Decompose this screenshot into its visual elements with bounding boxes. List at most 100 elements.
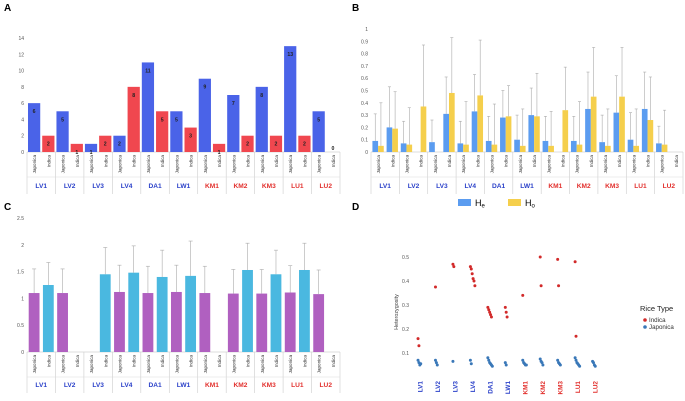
bar-ho (505, 116, 512, 152)
group-label-lu2: LU2 (320, 382, 333, 389)
category-label: Japonica (117, 355, 122, 374)
group-label-lv3: LV3 (436, 183, 448, 190)
category-label: Indica (390, 155, 395, 168)
category-label: Japonica (89, 155, 94, 174)
x-tick-label-km1: KM1 (522, 381, 529, 395)
point-japonica (416, 358, 420, 362)
point-indica (471, 277, 475, 281)
data-label: 2 (104, 142, 107, 148)
bar-he (372, 140, 379, 152)
bar-japonica (227, 95, 240, 152)
bar-he (514, 139, 520, 152)
y-tick-label: 0.3 (361, 113, 368, 119)
point-indica (504, 310, 508, 314)
category-label: Japonica (660, 155, 665, 174)
group-label-lu2: LU2 (320, 183, 333, 190)
data-label: 8 (260, 93, 263, 99)
bar-he (585, 108, 591, 152)
point-japonica (591, 361, 595, 365)
y-tick-label: 8 (21, 85, 24, 91)
point-indica (433, 285, 437, 289)
y-tick-label: 1.5 (17, 270, 24, 276)
bar-indica (184, 127, 197, 152)
group-label-lv3: LV3 (92, 183, 104, 190)
group-label-km2: KM2 (577, 183, 591, 190)
bar-he (457, 143, 464, 152)
legend-label-japonica: Japonica (649, 324, 674, 331)
point-indica (417, 344, 421, 348)
y-tick-label: 0.5 (402, 255, 409, 261)
bar-indica (269, 135, 283, 152)
data-label: 5 (161, 117, 164, 123)
bar-ho (378, 145, 384, 152)
bar-he (400, 143, 407, 152)
bar-he (627, 139, 634, 152)
bar-he (656, 143, 662, 152)
bar-ho (605, 145, 611, 152)
point-indica (487, 308, 491, 312)
point-japonica (434, 361, 438, 365)
legend-b: He Ho (458, 198, 536, 210)
y-tick-label: 0.4 (361, 101, 368, 107)
point-japonica (521, 358, 525, 362)
point-japonica (486, 356, 490, 360)
y-tick-label: 4 (21, 117, 24, 123)
group-label-lu2: LU2 (663, 183, 676, 190)
group-label-km2: KM2 (233, 382, 247, 389)
point-indica (573, 260, 577, 264)
point-indica (489, 313, 493, 317)
bar-he (386, 127, 393, 152)
panel-b: 0 0.1 0.2 0.3 0.4 0.5 0.6 0.7 0.8 0.9 1 Japonica Ind… (361, 27, 684, 194)
category-label: Indica (475, 155, 480, 168)
category-label: Indica (274, 355, 279, 368)
legend-swatch-indica (643, 318, 647, 322)
point-japonica (490, 364, 494, 368)
category-label: Indica (674, 155, 679, 168)
point-japonica (573, 356, 577, 360)
y-tick-label: 0.1 (402, 351, 409, 357)
bar-japonica (284, 46, 297, 153)
category-label: Japonica (231, 355, 236, 374)
group-label-km1: KM1 (205, 183, 219, 190)
group-label-lv1: LV1 (379, 183, 391, 190)
data-label: 11 (145, 68, 151, 74)
y-tick-label: 14 (18, 36, 24, 42)
legend-swatch-he (458, 199, 471, 206)
group-label-lu1: LU1 (291, 382, 304, 389)
category-label: Japonica (89, 355, 94, 374)
point-japonica (593, 364, 597, 368)
category-label: Japonica (546, 155, 551, 174)
category-label: Japonica (603, 155, 608, 174)
bar-indica (156, 111, 169, 152)
legend-swatch-japonica (643, 325, 647, 329)
point-indica (574, 334, 578, 338)
category-label: Japonica (288, 155, 293, 174)
point-indica (468, 265, 472, 269)
bar-ho (477, 95, 484, 152)
point-japonica (541, 363, 545, 367)
bar-ho (491, 144, 498, 152)
category-label: Japonica (461, 155, 466, 174)
y-tick-label: 6 (21, 101, 24, 107)
category-label: Indica (103, 355, 108, 368)
bar-indica (298, 135, 311, 152)
bar-indica (156, 276, 168, 352)
group-label-da1: DA1 (148, 382, 162, 389)
bar-he (471, 111, 478, 152)
bar-he (500, 117, 506, 152)
point-japonica (487, 358, 491, 362)
point-japonica (419, 362, 423, 366)
bar-indica (70, 143, 83, 152)
y-tick-label: 0.4 (402, 279, 409, 285)
group-label-lv4: LV4 (121, 183, 133, 190)
category-label: Indica (532, 155, 537, 168)
group-label-lw1: LW1 (520, 183, 534, 190)
y-tick-label: 0.5 (361, 89, 368, 95)
data-label: 2 (246, 142, 249, 148)
bar-japonica (255, 86, 268, 152)
y-tick-label: 0 (21, 150, 24, 156)
bar-indica (128, 272, 140, 352)
bar-japonica (27, 103, 41, 152)
group-label-lu1: LU1 (634, 183, 647, 190)
point-indica (469, 267, 473, 271)
